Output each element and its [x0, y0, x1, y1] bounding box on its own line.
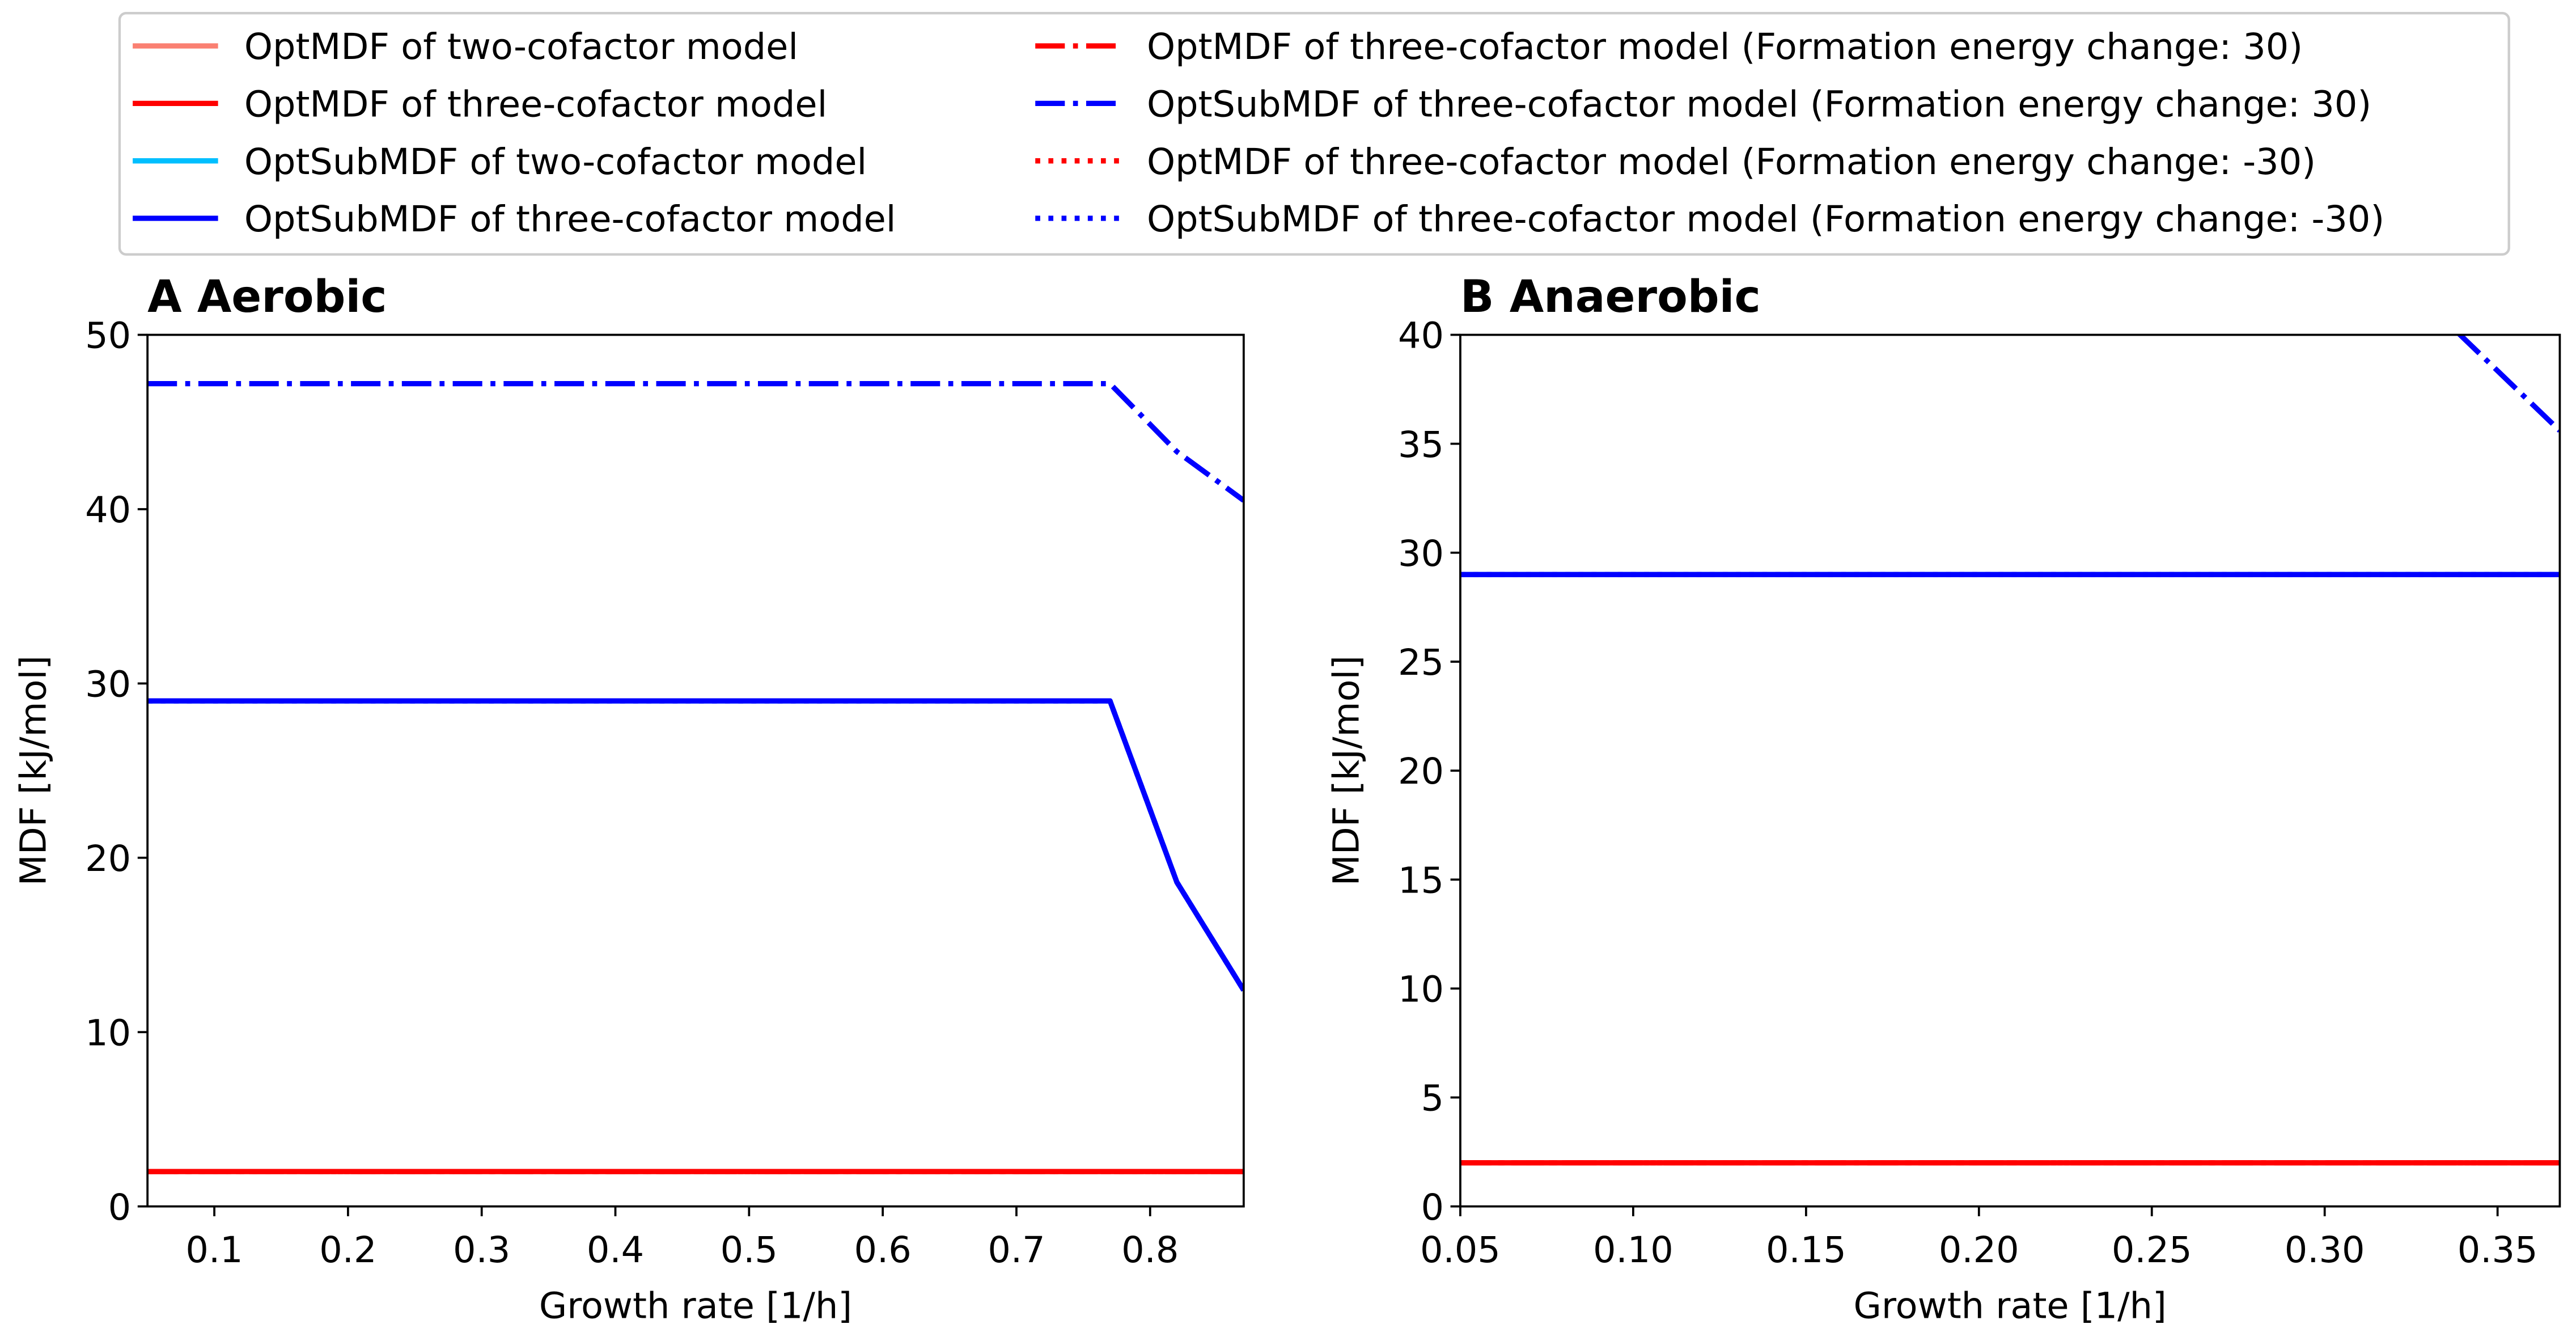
y-tick-label: 30	[85, 664, 131, 706]
legend-label: OptSubMDF of three-cofactor model	[244, 198, 896, 240]
y-tick-label: 15	[1398, 860, 1444, 902]
y-tick-label: 0	[1421, 1187, 1444, 1229]
legend-label: OptMDF of three-cofactor model	[244, 84, 827, 126]
y-tick-label: 5	[1421, 1078, 1444, 1120]
y-tick-label: 35	[1398, 424, 1444, 466]
legend-label: OptSubMDF of three-cofactor model (Forma…	[1147, 198, 2384, 240]
plot-area	[1460, 335, 2560, 1166]
y-axis-label: MDF [kJ/mol]	[1325, 655, 1367, 886]
chart-title: B Anaerobic	[1460, 271, 1761, 323]
y-tick-label: 50	[85, 315, 131, 357]
x-tick-label: 0.8	[1121, 1229, 1179, 1271]
x-tick-label: 0.10	[1593, 1229, 1673, 1271]
legend-box	[118, 11, 2510, 256]
x-tick-label: 0.25	[2112, 1229, 2192, 1271]
y-tick-label: 10	[85, 1012, 131, 1054]
axes-frame	[146, 333, 1245, 1208]
series-line	[2456, 335, 2560, 433]
legend-label: OptSubMDF of two-cofactor model	[244, 141, 867, 183]
series-line	[147, 698, 1244, 992]
x-tick-label: 0.7	[988, 1229, 1045, 1271]
x-tick-label: 0.35	[2458, 1229, 2538, 1271]
x-axis-label: Growth rate [1/h]	[1854, 1285, 2167, 1327]
plot-area	[147, 380, 1244, 1174]
legend-label: OptMDF of three-cofactor model (Formatio…	[1147, 141, 2316, 183]
y-tick-label: 20	[85, 838, 131, 880]
series-line	[147, 698, 1244, 992]
x-tick-label: 0.20	[1939, 1229, 2019, 1271]
axes-frame	[1459, 333, 2561, 1208]
x-tick-label: 0.3	[453, 1229, 510, 1271]
y-tick-label: 10	[1398, 969, 1444, 1011]
x-tick-label: 0.30	[2285, 1229, 2365, 1271]
x-tick-label: 0.4	[587, 1229, 644, 1271]
chart-title: A Aerobic	[147, 271, 387, 323]
legend-label: OptSubMDF of three-cofactor model (Forma…	[1147, 84, 2371, 126]
x-tick-label: 0.05	[1420, 1229, 1501, 1271]
y-tick-label: 40	[1398, 315, 1444, 357]
series-line	[147, 698, 1244, 992]
y-tick-label: 40	[85, 489, 131, 531]
series-line	[147, 380, 1244, 503]
legend-label: OptMDF of two-cofactor model	[244, 26, 798, 68]
x-tick-label: 0.6	[854, 1229, 912, 1271]
x-tick-label: 0.1	[185, 1229, 243, 1271]
y-tick-label: 0	[108, 1187, 132, 1229]
x-tick-label: 0.5	[721, 1229, 778, 1271]
x-axis-label: Growth rate [1/h]	[539, 1285, 852, 1327]
y-tick-label: 30	[1398, 533, 1444, 575]
legend-label: OptMDF of three-cofactor model (Formatio…	[1147, 26, 2303, 68]
y-tick-label: 20	[1398, 751, 1444, 793]
y-tick-label: 25	[1398, 642, 1444, 684]
y-axis-label: MDF [kJ/mol]	[13, 655, 55, 886]
x-tick-label: 0.2	[319, 1229, 376, 1271]
x-tick-label: 0.15	[1766, 1229, 1846, 1271]
